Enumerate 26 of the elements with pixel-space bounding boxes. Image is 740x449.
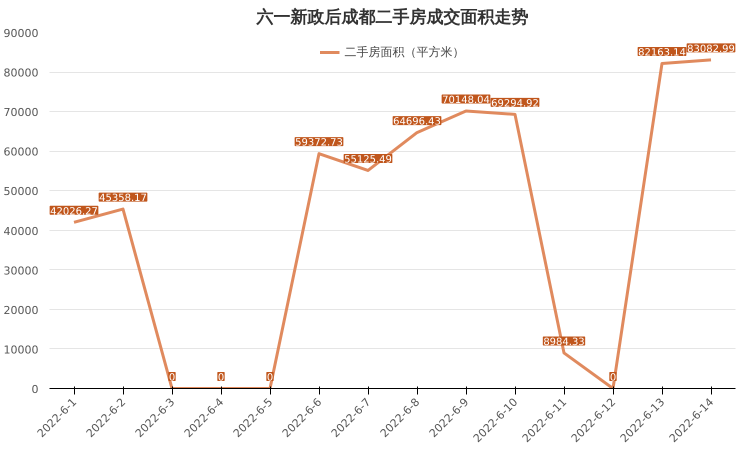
y-tick-label: 70000 (4, 106, 39, 120)
data-label: 55125.49 (344, 154, 392, 166)
legend-label: 二手房面积（平方米） (344, 44, 464, 60)
data-label: 42026.27 (50, 206, 98, 218)
y-tick-label: 20000 (4, 304, 39, 317)
data-label: 0 (218, 372, 224, 384)
y-tick-label: 50000 (4, 185, 39, 198)
data-label: 45358.17 (99, 193, 147, 204)
y-tick-label: 10000 (4, 343, 39, 356)
y-tick-label: 60000 (4, 146, 39, 159)
y-tick-label: 90000 (4, 27, 39, 40)
data-label: 0 (168, 372, 176, 384)
data-label: 70148.04 (442, 95, 490, 106)
chart-title: 六一新政后成都二手房成交面积走势 (256, 8, 528, 28)
data-label: 0 (266, 372, 274, 384)
data-label: 59372.73 (295, 138, 343, 149)
y-tick-label: 0 (32, 383, 38, 396)
y-tick-label: 80000 (4, 66, 39, 80)
data-label: 64696.43 (393, 116, 441, 128)
y-tick-label: 30000 (4, 264, 39, 278)
data-label: 82163.14 (638, 48, 686, 58)
data-label: 8984.33 (543, 336, 585, 348)
y-tick-label: 40000 (4, 224, 39, 238)
data-label: 83082.99 (687, 44, 735, 55)
data-label: 0 (610, 372, 616, 384)
data-label: 69294.92 (491, 98, 539, 110)
